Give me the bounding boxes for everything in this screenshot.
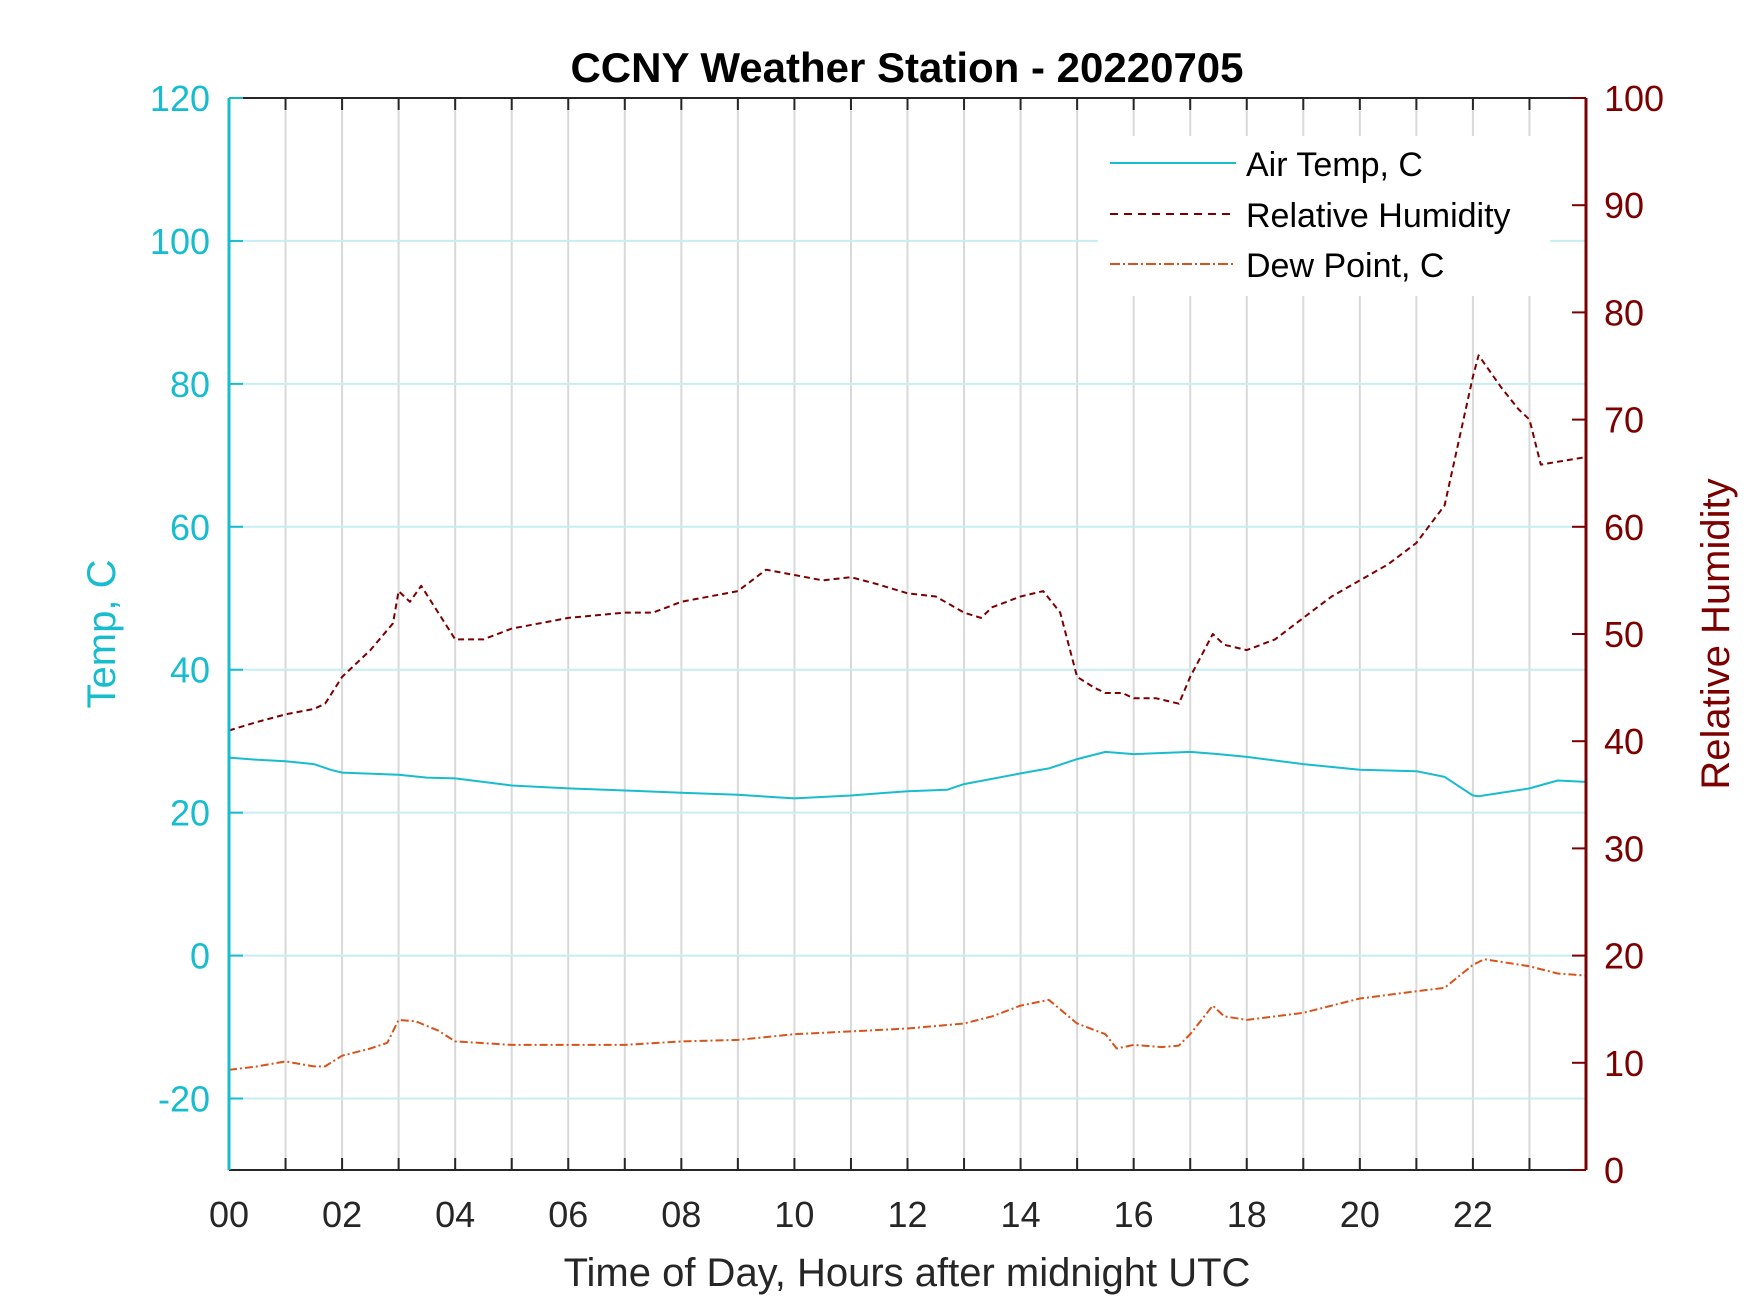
legend-label-relative-humidity: Relative Humidity (1246, 197, 1511, 235)
y-right-tick-label: 80 (1604, 292, 1644, 333)
legend-label-dew-point: Dew Point, C (1246, 247, 1444, 285)
series-line-dew-point (228, 958, 1587, 1071)
y-right-tick-label: 0 (1604, 1150, 1624, 1191)
x-tick-label: 06 (548, 1194, 588, 1235)
x-tick-label: 22 (1453, 1194, 1493, 1235)
x-tick-label: 08 (661, 1194, 701, 1235)
series-line-air-temp (228, 750, 1587, 800)
y-left-tick-label: 60 (170, 507, 210, 548)
legend-label-air-temp: Air Temp, C (1246, 146, 1423, 184)
x-tick-label: 20 (1340, 1194, 1380, 1235)
y-left-tick-label: 100 (150, 221, 210, 262)
y-right-tick-label: 50 (1604, 614, 1644, 655)
chart-title: CCNY Weather Station - 20220705 (570, 44, 1243, 91)
axis-ticks: 00 02 04 06 08 10 12 14 16 18 20 22-200204060801001… (150, 78, 1664, 1235)
y-right-tick-label: 30 (1604, 828, 1644, 869)
y-left-tick-label: 80 (170, 364, 210, 405)
x-tick-label: 18 (1227, 1194, 1267, 1235)
x-tick-label: 02 (322, 1194, 362, 1235)
series-line-relative-humidity (228, 354, 1587, 732)
x-tick-label: 16 (1114, 1194, 1154, 1235)
y-right-tick-label: 20 (1604, 936, 1644, 977)
x-tick-label: 14 (1001, 1194, 1041, 1235)
y-right-tick-label: 100 (1604, 78, 1664, 119)
x-tick-label: 00 (209, 1194, 249, 1235)
y-axis-right-label: Relative Humidity (1694, 478, 1738, 789)
x-tick-label: 12 (887, 1194, 927, 1235)
y-left-tick-label: 0 (190, 936, 210, 977)
x-tick-label: 04 (435, 1194, 475, 1235)
y-left-tick-label: 120 (150, 78, 210, 119)
y-right-tick-label: 10 (1604, 1043, 1644, 1084)
y-right-tick-label: 90 (1604, 185, 1644, 226)
y-right-tick-label: 60 (1604, 507, 1644, 548)
y-left-tick-label: 40 (170, 650, 210, 691)
series-lines (228, 354, 1587, 1071)
x-axis-label: Time of Day, Hours after midnight UTC (564, 1251, 1251, 1295)
y-left-tick-label: 20 (170, 793, 210, 834)
y-right-tick-label: 40 (1604, 721, 1644, 762)
x-tick-label: 10 (774, 1194, 814, 1235)
grid-lines (229, 98, 1586, 1170)
y-axis-left-label: Temp, C (80, 560, 124, 709)
y-left-tick-label: -20 (158, 1079, 210, 1120)
y-right-tick-label: 70 (1604, 400, 1644, 441)
legend: Air Temp, C Relative Humidity Dew Point,… (1098, 136, 1550, 296)
